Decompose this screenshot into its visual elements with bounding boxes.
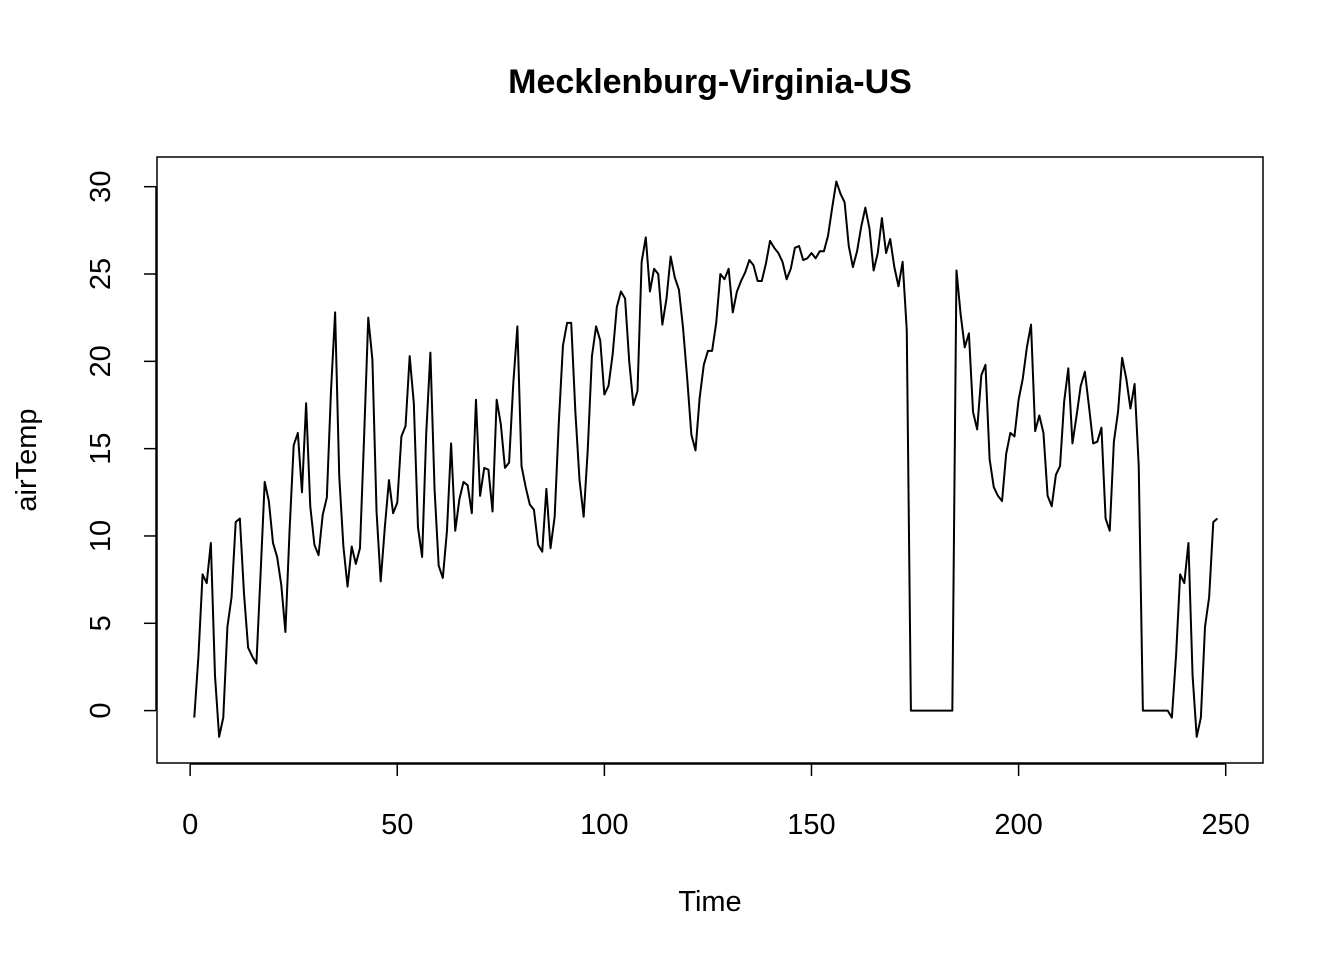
x-tick-label: 250 (1202, 809, 1250, 841)
chart-title: Mecklenburg-Virginia-US (508, 63, 912, 101)
series-line-0 (193, 180, 1219, 738)
y-tick-label: 15 (85, 433, 117, 465)
x-tick-label: 150 (787, 809, 835, 841)
y-tick-label: 10 (85, 520, 117, 552)
y-tick-label: 5 (85, 615, 117, 631)
y-tick-label: 0 (85, 703, 117, 719)
x-tick-label: 50 (381, 809, 413, 841)
x-tick-label: 200 (994, 809, 1042, 841)
plot-frame (156, 156, 1264, 764)
x-tick-label: 100 (580, 809, 628, 841)
y-axis-label: airTemp (11, 408, 43, 511)
y-tick-label: 30 (85, 171, 117, 203)
series-layer (193, 180, 1219, 738)
x-tick-label: 0 (182, 809, 198, 841)
y-axis: 0 5 10 15 20 25 30 (85, 171, 157, 719)
x-axis: 0 50 100 150 200 250 (182, 763, 1250, 841)
y-tick-label: 20 (85, 345, 117, 377)
y-tick-label: 25 (85, 258, 117, 290)
x-axis-label: Time (678, 886, 741, 918)
